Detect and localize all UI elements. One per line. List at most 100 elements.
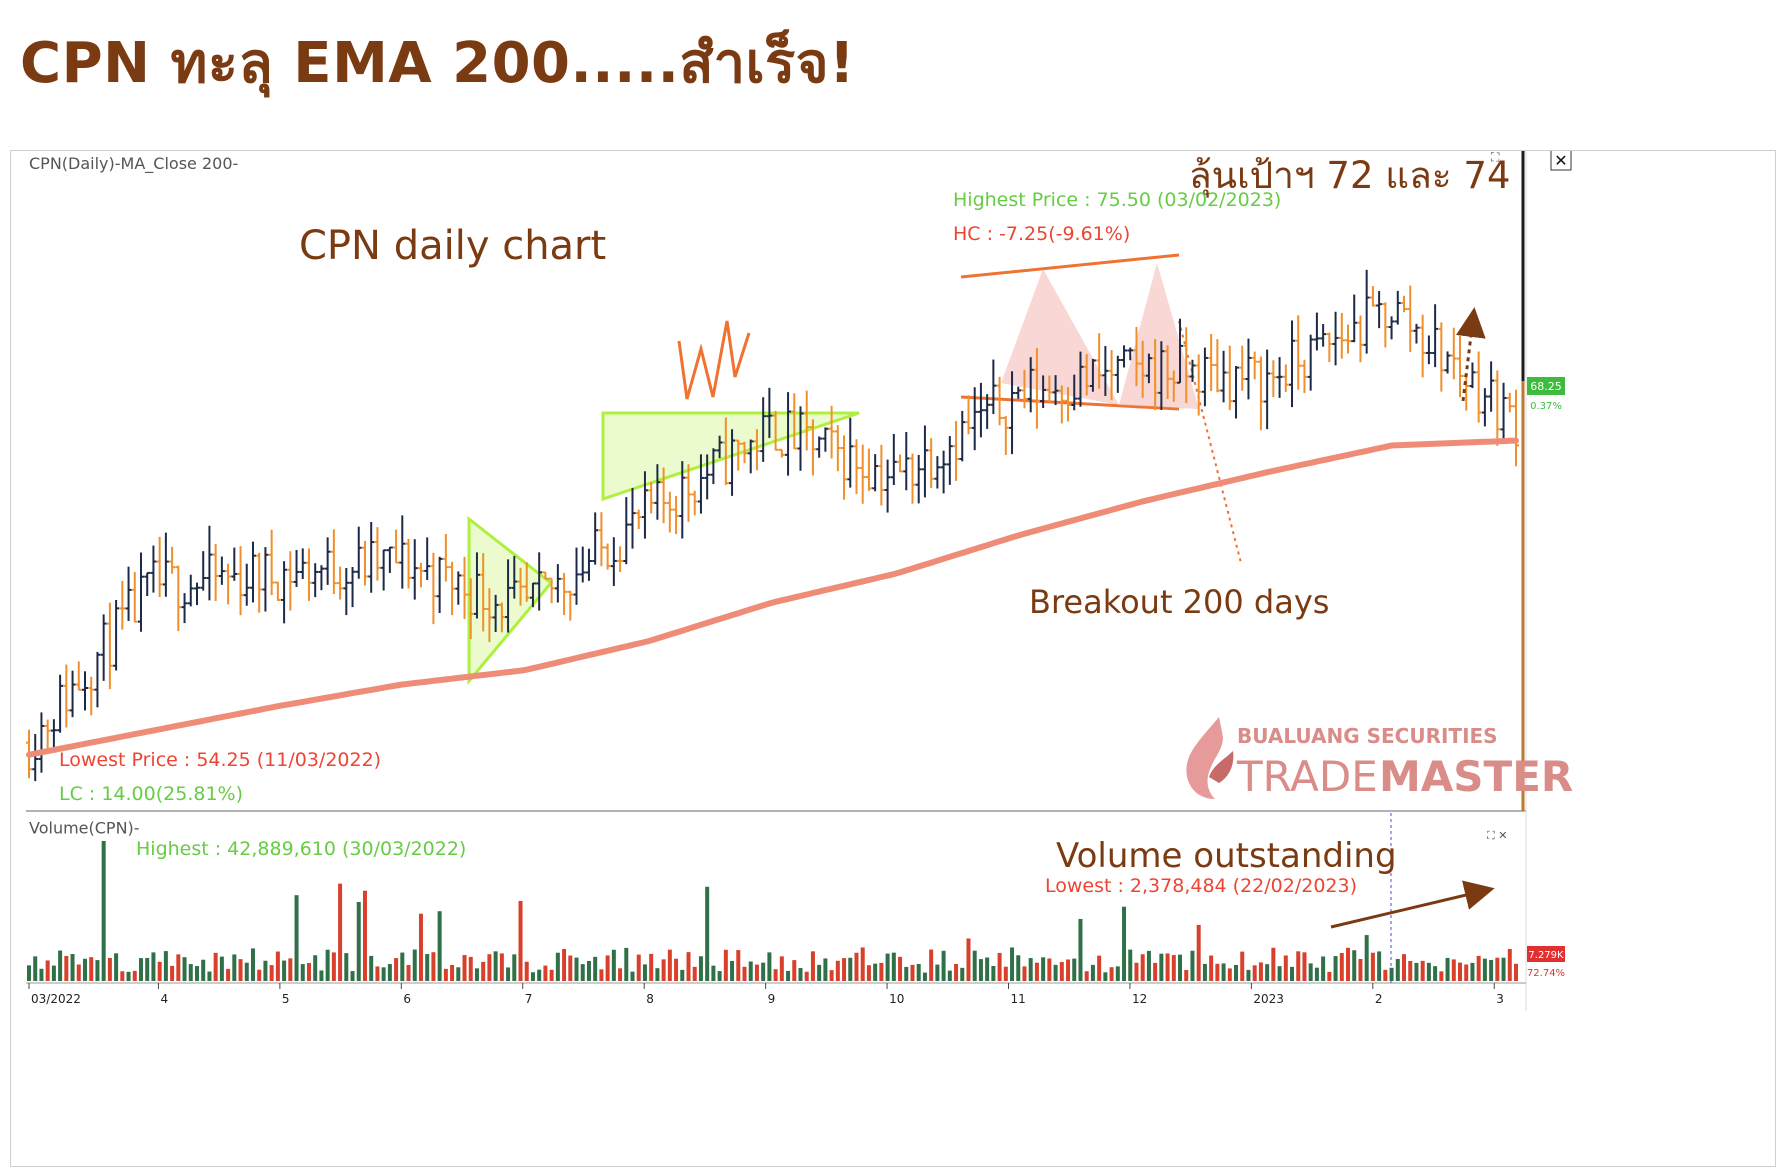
- highest-price-label: Highest Price : 75.50 (03/02/2023): [953, 189, 1281, 211]
- volume-bar: [294, 895, 299, 981]
- volume-bar: [829, 970, 834, 981]
- last-volume-tag: [1527, 946, 1565, 962]
- volume-bar: [966, 938, 971, 981]
- volume-bar: [748, 961, 753, 981]
- volume-bar: [300, 964, 305, 981]
- volume-bar: [991, 965, 996, 981]
- last-price-value: 68.25: [1530, 380, 1562, 393]
- ma-200-line: [26, 437, 1519, 758]
- volume-bar: [947, 970, 952, 981]
- volume-bar: [810, 951, 815, 981]
- volume-bar: [792, 960, 797, 981]
- volume-bar: [1283, 955, 1288, 981]
- volume-bar: [618, 968, 623, 981]
- volume-panel-header: Volume(CPN)-: [29, 819, 140, 838]
- lc-label: LC : 14.00(25.81%): [59, 783, 243, 805]
- volume-bar: [201, 959, 206, 981]
- volume-bar: [1078, 918, 1083, 981]
- volume-bar: [263, 960, 268, 981]
- chart-svg: 03/2022 4 5 6 7 8 9 10 11 12 2023 2 3 CPN(Daily)-MA_…: [26, 149, 1573, 1011]
- volume-bar: [742, 966, 747, 981]
- volume-bar: [941, 950, 946, 981]
- volume-bar: [1134, 962, 1139, 981]
- volume-bar: [450, 965, 455, 981]
- volume-bar: [356, 902, 361, 981]
- volume-bar: [916, 964, 921, 981]
- volume-bar: [1215, 963, 1220, 981]
- volume-bar: [904, 966, 909, 981]
- volume-bar: [107, 957, 112, 981]
- volume-bar: [1395, 958, 1400, 981]
- maximize-icon[interactable]: ⛶: [1490, 150, 1500, 164]
- volume-bar: [145, 957, 150, 981]
- volume-bar: [674, 958, 679, 981]
- volume-bar: [667, 949, 672, 981]
- volume-bar: [1464, 964, 1469, 981]
- volume-bar: [611, 949, 616, 981]
- close-icon[interactable]: ✕: [1554, 151, 1567, 170]
- volume-maximize-icon[interactable]: ⛶ ✕: [1487, 829, 1507, 842]
- volume-bar: [885, 953, 890, 981]
- volume-bar: [188, 964, 193, 981]
- lowest-price-label: Lowest Price : 54.25 (11/03/2022): [59, 749, 381, 771]
- volume-bar: [512, 954, 517, 981]
- volume-bar: [562, 949, 567, 981]
- volume-bar: [350, 971, 355, 981]
- volume-up-arrow: [1330, 880, 1495, 929]
- volume-bar: [1202, 963, 1207, 981]
- volume-bar: [1383, 969, 1388, 981]
- head-shoulder-shade-1: [1001, 269, 1119, 405]
- volume-bar: [1433, 966, 1438, 981]
- volume-bar: [1115, 966, 1120, 981]
- volume-bar: [1109, 967, 1114, 981]
- target-up-arrow: [1455, 307, 1486, 402]
- volume-bar: [978, 959, 983, 981]
- chart-title-annotation: CPN daily chart: [299, 223, 606, 269]
- volume-bar: [151, 952, 156, 981]
- volume-bar: [1190, 950, 1195, 981]
- volume-bar: [226, 968, 231, 981]
- volume-bars: [27, 841, 1518, 981]
- volume-bar: [605, 955, 610, 981]
- volume-bar: [207, 971, 212, 981]
- volume-bar: [418, 913, 423, 981]
- volume-bar: [1103, 972, 1108, 981]
- volume-bar: [929, 949, 934, 981]
- volume-bar: [1227, 968, 1232, 981]
- target-annotation: ลุ้นเป้าฯ 72 และ 74: [1189, 154, 1511, 198]
- volume-bar: [325, 949, 330, 981]
- watermark-master: MASTER: [1379, 752, 1573, 801]
- volume-bar: [686, 952, 691, 981]
- volume-bar: [1097, 955, 1102, 981]
- volume-bar: [823, 958, 828, 981]
- volume-bar: [170, 965, 175, 981]
- head-shoulder-shade-2: [1119, 263, 1199, 409]
- volume-bar: [593, 956, 598, 981]
- channel-bottom-line: [960, 395, 1180, 411]
- volume-bar: [761, 962, 766, 981]
- volume-bar: [1445, 957, 1450, 981]
- volume-bar: [1426, 962, 1431, 981]
- x-tick-label: 7: [525, 992, 533, 1006]
- volume-bar: [1066, 959, 1071, 981]
- volume-outstanding-annotation: Volume outstanding: [1056, 836, 1397, 876]
- volume-bar: [754, 964, 759, 981]
- volume-bar: [157, 961, 162, 981]
- volume-bar: [1346, 947, 1351, 981]
- volume-bar: [375, 966, 380, 981]
- volume-bar: [817, 964, 822, 981]
- volume-bar: [730, 960, 735, 981]
- volume-bar: [1178, 954, 1183, 981]
- candlestick-series: [26, 269, 1519, 782]
- volume-bar: [1196, 924, 1201, 981]
- volume-bar: [1252, 965, 1257, 981]
- volume-bar: [779, 956, 784, 981]
- volume-bar: [1221, 963, 1226, 981]
- volume-bar: [1420, 960, 1425, 981]
- volume-bar: [406, 965, 411, 981]
- breakout-annotation: Breakout 200 days: [1029, 583, 1329, 621]
- volume-bar: [580, 964, 585, 981]
- volume-bar: [1246, 969, 1251, 981]
- volume-bar: [1234, 964, 1239, 981]
- volume-bar: [1439, 971, 1444, 981]
